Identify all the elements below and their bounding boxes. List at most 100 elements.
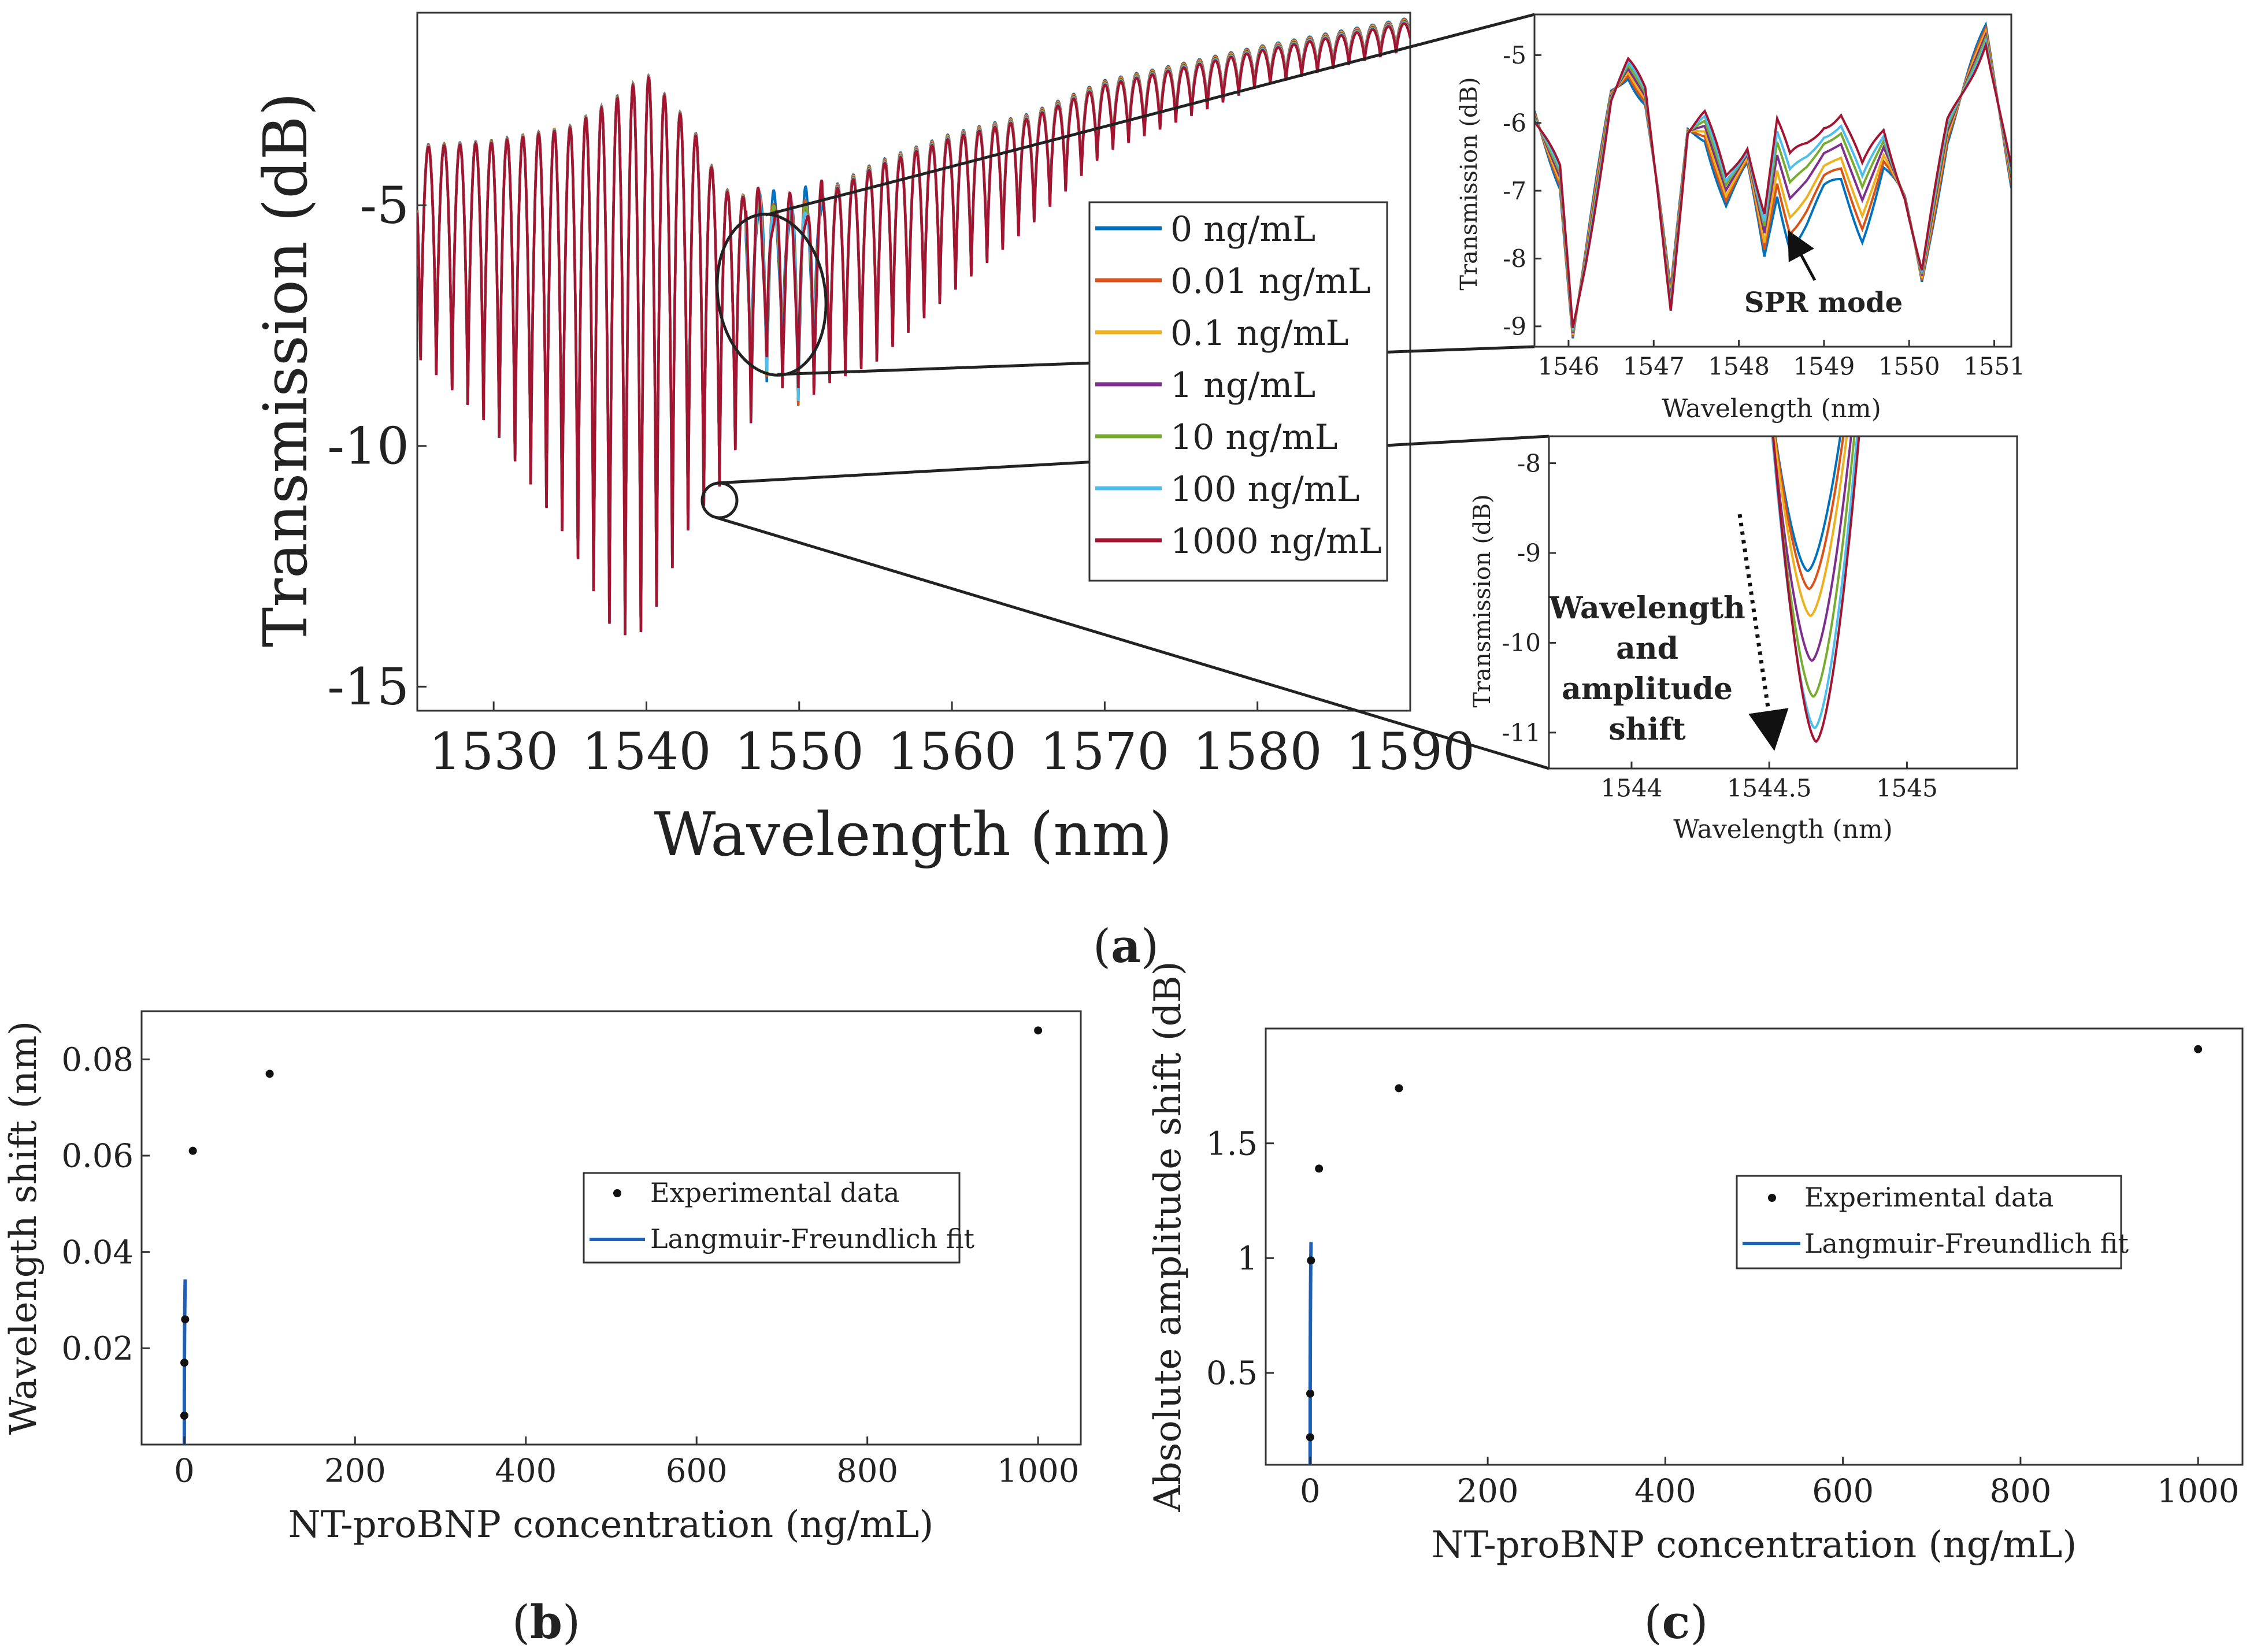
main-legend-label: 100 ng/mL <box>1170 469 1360 510</box>
dip-y-tick-label: -10 <box>1502 629 1541 657</box>
b-data-point <box>180 1412 188 1420</box>
spr-y-tick-label: -6 <box>1503 109 1526 137</box>
c-data-point <box>2194 1045 2203 1053</box>
caption-b: (b) <box>512 1595 580 1649</box>
main-x-tick-label: 1570 <box>1040 722 1169 781</box>
spr-y-tick-label: -5 <box>1503 41 1526 69</box>
amplitude-shift-chart: 0 200 400 600 800 1000 0.5 1 1.5 NT-proBNP conc… <box>1147 961 2244 1566</box>
main-series-group <box>417 17 1410 636</box>
main-y-tick-label: -10 <box>327 417 409 476</box>
spr-mode-annotation: SPR mode <box>1744 287 1903 319</box>
c-x-tick-label: 400 <box>1634 1472 1696 1510</box>
spr-inset-frame <box>1533 13 2012 348</box>
c-data-point <box>1307 1256 1315 1265</box>
c-x-axis-label: NT-proBNP concentration (ng/mL) <box>1432 1524 2077 1566</box>
b-data-point <box>1034 1026 1043 1035</box>
dip-inset-chart: 1544 1544.5 1545 -8 -9 -10 -11 Wavelength (nm… <box>1469 435 2018 844</box>
c-y-axis-label: Absolute amplitude shift (dB) <box>1147 961 1189 1512</box>
b-plot-group <box>180 1026 1043 1445</box>
dip-series-line <box>1771 436 1852 662</box>
c-x-ticks: 0 200 400 600 800 1000 <box>1300 1457 2239 1510</box>
dip-series-line <box>1773 436 1848 618</box>
spr-mode-arrow <box>1788 229 1817 281</box>
main-legend-box <box>1088 201 1388 582</box>
dip-annotation-line-3: amplitude <box>1562 671 1733 707</box>
c-plot-frame <box>1265 1027 2244 1466</box>
b-x-tick-label: 400 <box>495 1452 557 1490</box>
dip-annotation-line-2: and <box>1616 631 1678 666</box>
c-plot-group <box>1306 1045 2203 1465</box>
c-y-tick-label: 0.5 <box>1206 1355 1258 1393</box>
main-legend-label: 1 ng/mL <box>1170 365 1315 406</box>
main-y-tick-label: -15 <box>327 657 409 717</box>
main-legend-label: 0.1 ng/mL <box>1170 313 1349 354</box>
b-y-tick-label: 0.08 <box>61 1041 134 1079</box>
caption-c: (c) <box>1644 1595 1708 1649</box>
main-spectrum-chart: 1530 1540 1550 1560 1570 1580 1590 -5 -10 -15 Wa… <box>250 12 1550 870</box>
dip-x-ticks: 1544 1544.5 1545 <box>1600 762 1938 802</box>
b-legend-point-marker <box>613 1189 621 1197</box>
main-x-tick-label: 1530 <box>429 722 558 781</box>
spr-series-line <box>1534 40 2011 329</box>
main-x-tick-label: 1540 <box>581 722 711 781</box>
dip-annotation-line-1: Wavelength <box>1548 591 1745 626</box>
dip-annotation-line-4: shift <box>1608 712 1685 747</box>
b-x-tick-label: 800 <box>836 1452 898 1490</box>
c-legend-label-fit: Langmuir-Freundlich fit <box>1804 1228 2129 1259</box>
b-data-point <box>181 1315 190 1324</box>
c-y-tick-label: 1 <box>1237 1240 1258 1278</box>
dip-annotation: Wavelength and amplitude shift <box>1548 591 1745 747</box>
b-legend-label-data: Experimental data <box>650 1177 899 1208</box>
dip-series-line <box>1771 436 1859 730</box>
main-y-axis-label: Transmission (dB) <box>250 92 321 647</box>
c-y-tick-label: 1.5 <box>1206 1125 1258 1163</box>
main-y-ticks: -5 -10 -15 <box>327 176 427 717</box>
b-legend-box <box>583 1172 961 1264</box>
main-legend: 0 ng/mL 0.01 ng/mL 0.1 ng/mL 1 ng/mL 10 ng/m… <box>1088 201 1388 582</box>
spr-x-tick-label: 1551 <box>1963 352 2025 380</box>
b-y-tick-label: 0.02 <box>61 1330 134 1368</box>
b-legend-label-fit: Langmuir-Freundlich fit <box>650 1223 974 1254</box>
dip-series-group <box>1771 436 1860 743</box>
b-fit-curve <box>182 1279 187 1445</box>
c-x-tick-label: 800 <box>1989 1472 2051 1510</box>
c-x-tick-label: 600 <box>1812 1472 1874 1510</box>
c-legend: Experimental data Langmuir-Freundlich fi… <box>1736 1175 2129 1269</box>
spr-x-tick-label: 1550 <box>1878 352 1940 380</box>
c-legend-point-marker <box>1768 1194 1776 1202</box>
c-data-point <box>1306 1389 1314 1398</box>
main-x-tick-label: 1580 <box>1193 722 1322 781</box>
zoom-circle-dip <box>700 481 739 519</box>
c-fit-curve <box>1308 1242 1313 1465</box>
dip-x-tick-label: 1544.5 <box>1727 774 1812 802</box>
zoom-connector-4 <box>716 516 1550 770</box>
spr-y-tick-label: -7 <box>1503 177 1526 205</box>
dip-series-line <box>1771 436 1856 698</box>
dip-inset-frame <box>1548 435 2018 770</box>
b-y-tick-label: 0.06 <box>61 1138 134 1175</box>
dip-y-ticks: -8 -9 -10 -11 <box>1502 449 1556 747</box>
spr-y-tick-label: -9 <box>1503 312 1526 340</box>
spr-x-axis-label: Wavelength (nm) <box>1662 394 1881 424</box>
main-x-axis-label: Wavelength (nm) <box>654 799 1172 870</box>
c-x-tick-label: 0 <box>1300 1472 1321 1510</box>
b-x-tick-label: 0 <box>174 1452 195 1490</box>
spr-inset-chart: 1546 1547 1548 1549 1550 1551 -5 -6 -7 -8 -9 Wave… <box>1456 13 2025 424</box>
spr-x-tick-label: 1548 <box>1708 352 1770 380</box>
b-x-tick-label: 600 <box>666 1452 728 1490</box>
dip-y-tick-label: -8 <box>1517 449 1541 477</box>
main-x-ticks: 1530 1540 1550 1560 1570 1580 1590 <box>429 701 1475 781</box>
c-data-point <box>1306 1433 1314 1442</box>
c-legend-box <box>1736 1175 2122 1269</box>
b-plot-frame <box>140 1010 1082 1446</box>
b-y-tick-label: 0.04 <box>61 1234 134 1271</box>
zoom-connector-1 <box>765 13 1535 217</box>
c-y-ticks: 0.5 1 1.5 <box>1206 1125 1274 1393</box>
c-data-point <box>1395 1084 1403 1093</box>
spr-y-ticks: -5 -6 -7 -8 -9 <box>1503 41 1541 340</box>
b-x-axis-label: NT-proBNP concentration (ng/mL) <box>288 1503 934 1546</box>
wavelength-shift-chart: 0 200 400 600 800 1000 0.02 0.04 0.06 0.08 NT-pr… <box>2 1010 1082 1546</box>
main-legend-label: 10 ng/mL <box>1170 417 1337 458</box>
spr-y-tick-label: -8 <box>1503 244 1526 273</box>
